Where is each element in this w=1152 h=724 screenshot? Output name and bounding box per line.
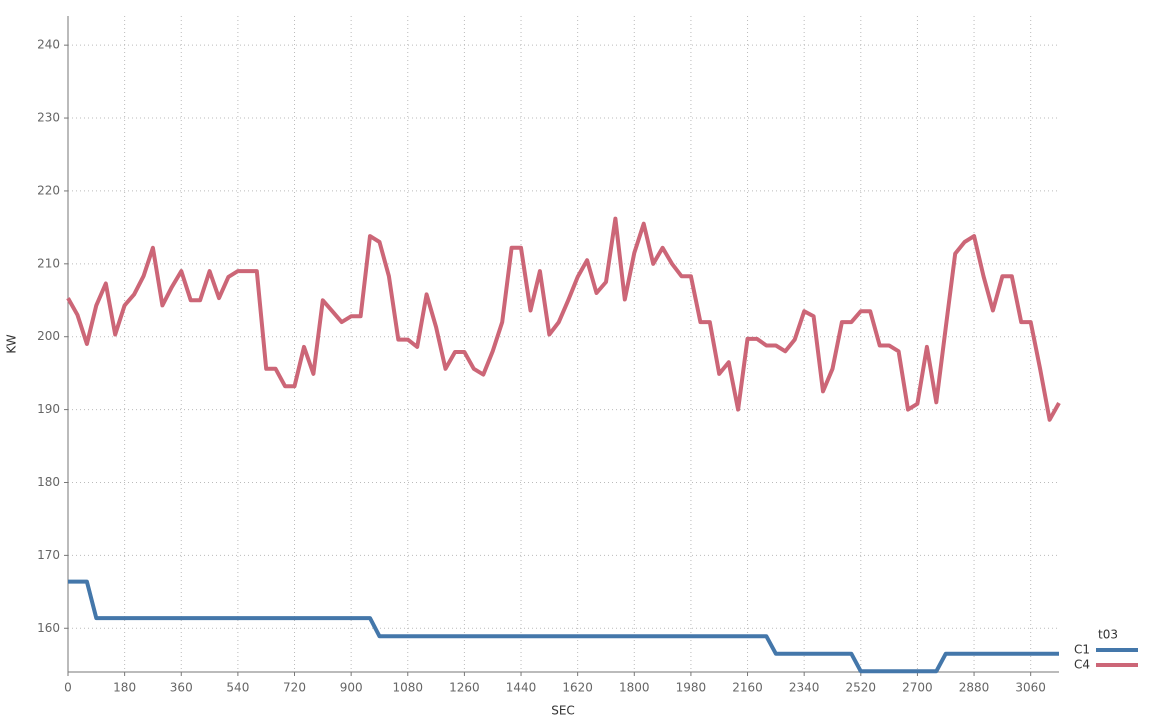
x-tick-label: 2160 [732,681,763,695]
y-axis-label: KW [5,334,19,353]
x-tick-label: 540 [226,681,249,695]
series-line [68,579,1059,674]
x-tick-label: 900 [340,681,363,695]
x-tick-label: 1080 [392,681,423,695]
x-tick-label: 1980 [676,681,707,695]
y-tick-label: 160 [37,621,60,635]
x-tick-label: 360 [170,681,193,695]
x-tick-label: 2880 [959,681,990,695]
x-tick-label: 2340 [789,681,820,695]
x-tick-label: 180 [113,681,136,695]
x-axis-label: SEC [551,704,575,718]
x-tick-label: 2700 [902,681,933,695]
series-line [66,216,1061,422]
y-tick-label: 220 [37,183,60,197]
x-tick-label: 0 [64,681,72,695]
y-tick-label: 210 [37,256,60,270]
x-tick-label: 1800 [619,681,650,695]
y-tick-label: 180 [37,475,60,489]
y-tick-label: 170 [37,548,60,562]
x-tick-label: 2520 [846,681,877,695]
y-tick-label: 190 [37,402,60,416]
x-tick-label: 3060 [1015,681,1046,695]
legend-label: C4 [1074,658,1090,672]
x-tick-label: 1620 [562,681,593,695]
x-tick-label: 1440 [506,681,537,695]
y-tick-label: 240 [37,38,60,52]
x-tick-label: 1260 [449,681,480,695]
x-tick-label: 720 [283,681,306,695]
y-tick-label: 200 [37,329,60,343]
y-tick-label: 230 [37,111,60,125]
legend-label: C1 [1074,643,1090,657]
legend-title: t03 [1098,628,1118,642]
